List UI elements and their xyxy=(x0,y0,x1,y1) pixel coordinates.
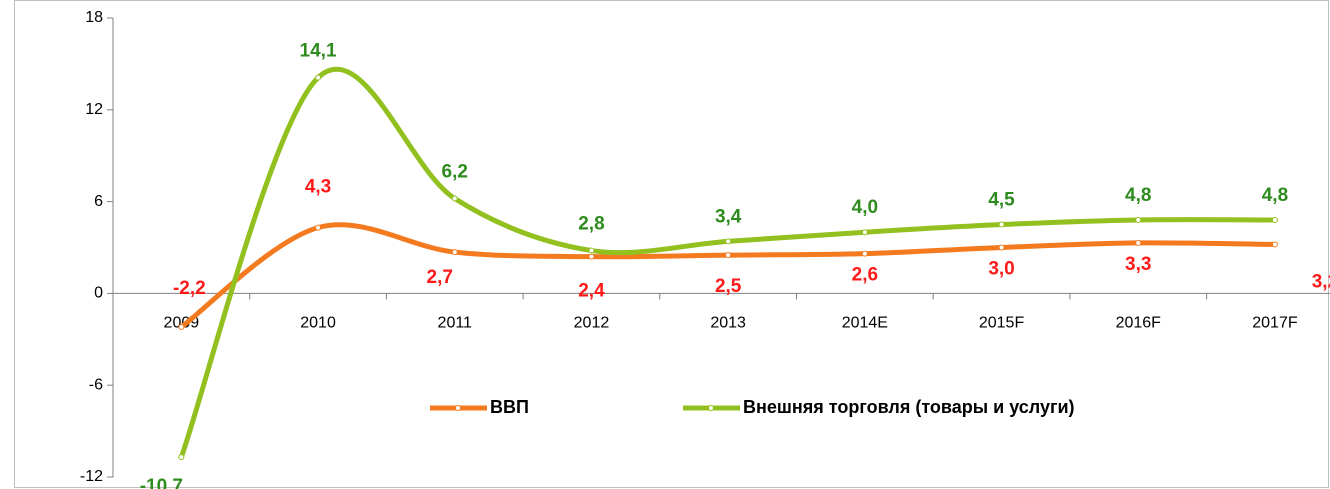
data-label: 6,2 xyxy=(442,162,468,183)
point xyxy=(1271,241,1278,248)
y-tick-label: -12 xyxy=(80,468,103,485)
x-tick-label: 2015F xyxy=(979,315,1025,332)
data-label: -10,7 xyxy=(140,476,183,489)
legend-label: Внешняя торговля (товары и услуги) xyxy=(743,397,1075,417)
point xyxy=(315,74,322,81)
point xyxy=(725,238,732,245)
y-tick-label: 0 xyxy=(94,285,103,302)
data-label: 2,8 xyxy=(578,214,604,235)
data-label: 14,1 xyxy=(300,41,337,62)
data-label: 3,0 xyxy=(988,259,1014,280)
x-tick-label: 2011 xyxy=(438,315,473,332)
x-tick-label: 2010 xyxy=(300,315,336,332)
data-label: 4,8 xyxy=(1125,185,1151,206)
point xyxy=(998,221,1005,228)
data-label: 3,2 xyxy=(1312,271,1330,292)
y-tick-label: 6 xyxy=(94,193,103,210)
data-label: 4,0 xyxy=(852,197,878,218)
point xyxy=(861,250,868,257)
data-label: -2,2 xyxy=(173,278,206,299)
data-label: 2,6 xyxy=(852,265,878,286)
point xyxy=(861,229,868,236)
x-tick-label: 2016F xyxy=(1116,315,1162,332)
point xyxy=(1271,216,1278,223)
legend-marker xyxy=(708,405,714,411)
point xyxy=(1135,239,1142,246)
point xyxy=(178,454,185,461)
data-label: 3,4 xyxy=(715,206,742,227)
point xyxy=(178,324,185,331)
point xyxy=(588,253,595,260)
data-label: 4,3 xyxy=(305,177,331,198)
point xyxy=(725,252,732,259)
point xyxy=(588,247,595,254)
point xyxy=(998,244,1005,251)
point xyxy=(1135,216,1142,223)
y-tick-label: 12 xyxy=(85,101,103,118)
data-label: 4,5 xyxy=(988,190,1015,211)
data-label: 4,8 xyxy=(1262,185,1288,206)
point xyxy=(451,249,458,256)
legend-label: ВВП xyxy=(490,397,529,417)
x-tick-label: 2017F xyxy=(1252,315,1298,332)
y-tick-label: -6 xyxy=(89,376,103,393)
x-tick-label: 2013 xyxy=(710,315,746,332)
point xyxy=(315,224,322,231)
series-line xyxy=(178,66,1278,460)
data-label: 2,5 xyxy=(715,276,742,297)
point xyxy=(451,195,458,202)
data-label: 2,4 xyxy=(578,281,605,302)
series-line xyxy=(178,222,1278,330)
legend-marker xyxy=(455,405,461,411)
y-tick-label: 18 xyxy=(85,9,103,26)
data-label: 3,3 xyxy=(1125,254,1151,275)
x-tick-label: 2014E xyxy=(842,315,888,332)
data-label: 2,7 xyxy=(427,267,453,288)
x-tick-label: 2012 xyxy=(574,315,610,332)
